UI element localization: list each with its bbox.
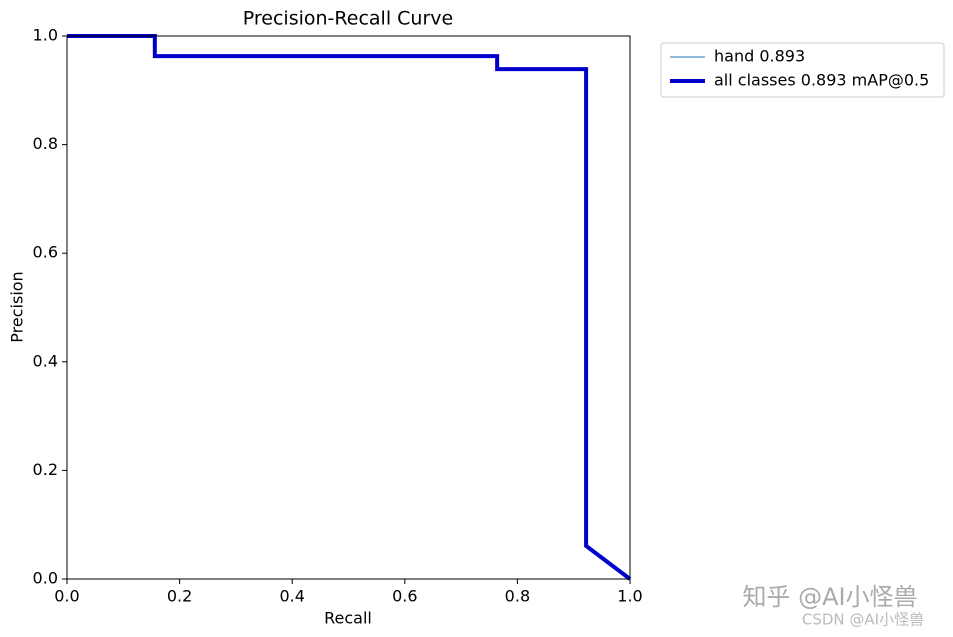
y-tick-label: 0.4 — [33, 351, 58, 370]
legend-label: all classes 0.893 mAP@0.5 — [714, 71, 929, 90]
series-line — [67, 35, 631, 580]
x-tick-label: 0.0 — [54, 587, 79, 606]
y-axis-label: Precision — [8, 271, 27, 342]
y-tick-label: 0.8 — [33, 134, 58, 153]
x-tick-label: 0.4 — [279, 587, 304, 606]
plot-frame — [66, 35, 631, 580]
y-tick-label: 0.2 — [33, 460, 58, 479]
x-axis-label: Recall — [324, 609, 372, 628]
y-tick-label: 0.0 — [33, 569, 58, 588]
y-tick-label: 1.0 — [33, 26, 58, 45]
x-tick-label: 0.2 — [167, 587, 192, 606]
y-tick-label: 0.6 — [33, 243, 58, 262]
x-tick-label: 0.8 — [505, 587, 530, 606]
series-line — [67, 34, 632, 581]
watermark: 知乎 @AI小怪兽 — [742, 583, 917, 611]
x-tick-label: 0.6 — [392, 587, 417, 606]
legend-box — [660, 42, 945, 98]
legend-label: hand 0.893 — [714, 47, 805, 66]
chart-title: Precision-Recall Curve — [243, 8, 453, 30]
x-tick-label: 1.0 — [617, 587, 642, 606]
watermark: CSDN @AI小怪兽 — [802, 611, 924, 629]
